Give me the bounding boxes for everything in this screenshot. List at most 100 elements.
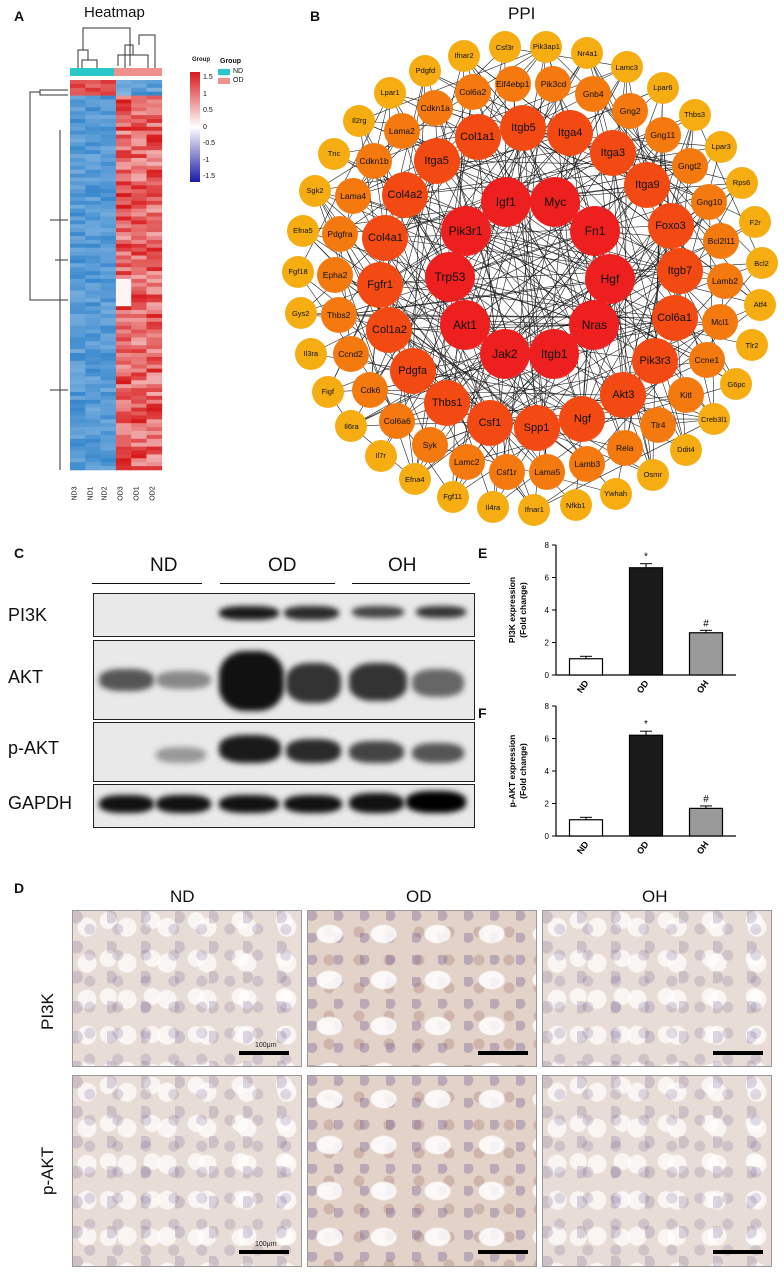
heatmap-cell [100,236,117,241]
heatmap-cell [131,122,147,128]
heatmap-cell [146,345,163,350]
heatmap-cell [100,181,117,186]
heatmap-cell [146,115,163,120]
heatmap-cell [85,380,101,385]
heatmap-cell [100,372,117,377]
ihc-col-nd: ND [170,887,195,906]
heatmap-cell [85,403,101,408]
legend-item-nd: ND [218,68,244,75]
heatmap-cell [115,200,132,206]
scale-bar [713,1051,763,1055]
heatmap-cell [70,341,86,346]
heatmap-cell [85,368,101,373]
heatmap-cell [131,204,147,209]
heatmap-cell [100,95,117,100]
heatmap-cell [70,290,86,295]
blot-row-akt [93,640,475,720]
heatmap-cell [115,111,132,116]
blot-band [412,743,464,763]
ppi-node: Lamb2 [706,263,743,300]
heatmap-cell [70,115,86,120]
column-dendrogram [77,27,156,70]
heatmap-cell [70,411,86,416]
heatmap-cell [100,458,117,463]
y-tick-label: 0 [545,832,550,841]
ppi-node: Il2rg [343,104,376,137]
ppi-node: Efna4 [398,463,431,496]
heatmap-cell [70,220,86,225]
blot-band [156,795,211,813]
panel-letter-a: A [14,8,25,24]
heatmap-cell [85,95,101,100]
ppi-node: Atf4 [744,288,777,321]
heatmap-cell [70,353,86,358]
heatmap-cell [100,111,117,116]
heatmap-cell [115,259,132,264]
heatmap-cell [100,317,117,323]
heatmap-cell [146,427,163,432]
heatmap-cell [115,83,132,89]
heatmap-cell [70,251,86,256]
ppi-node: Thbs1 [424,380,471,427]
heatmap-cell [146,150,163,155]
heatmap-cell [70,107,86,112]
heatmap-cell [100,197,117,202]
heatmap-cell [85,278,101,284]
heatmap-cell [100,216,117,221]
heatmap-cell [70,294,86,299]
ppi-network: Myc Fn1 Hgf Nras Itgb1 Jak2 Akt1 Trp53 Pik3r1 Igf… [280,28,780,528]
ppi-node: Eif4ebp1 [494,65,531,102]
heatmap-cell [70,193,86,198]
heatmap-cell [146,286,163,291]
heatmap-cell [131,415,147,420]
heatmap-cell [85,271,101,276]
scale-bar [478,1051,528,1055]
heatmap-cell [100,259,117,264]
heatmap-cell [70,247,86,252]
heatmap-cell [115,173,132,178]
heatmap-cell [70,438,86,443]
y-tick-label: 4 [545,606,550,615]
heatmap-cell [146,107,163,112]
heatmap-cell [131,325,147,330]
heatmap-cell [146,243,163,248]
ppi-node: Lpar6 [646,71,679,104]
heatmap-cell [70,204,86,209]
ppi-node: Lamc2 [448,444,485,481]
heatmap-cell [70,462,86,467]
heatmap-cell [85,364,101,369]
heatmap-cell [70,87,86,92]
heatmap-cell [131,282,147,287]
heatmap-cell [85,310,101,315]
heatmap-cell [85,185,101,190]
heatmap-cell [115,419,132,424]
heatmap-cell [146,99,163,104]
ppi-node: Ccnd2 [332,336,369,373]
ppi-edge [492,225,671,508]
heatmap-cell [70,243,86,248]
heatmap-cell [70,360,86,365]
heatmap-cell [131,275,147,280]
heatmap-cell [70,267,86,272]
heatmap-cell [131,337,147,342]
heatmap-cell [115,87,132,92]
heatmap-cell [85,255,101,260]
heatmap-cell [85,107,101,112]
heatmap-cell [115,150,132,155]
heatmap-cell [85,142,101,147]
heatmap-cell [115,239,132,245]
heatmap-cell [100,80,117,85]
heatmap-cell [115,317,132,323]
ppi-node: Osmr [636,458,669,491]
heatmap-cell [100,173,117,178]
heatmap-cell [146,247,163,252]
heatmap-cell [100,189,117,194]
heatmap-cell [146,337,163,342]
heatmap-cell [131,154,147,159]
heatmap-cell [100,384,117,389]
heatmap-cell [70,388,86,393]
blot-group-nd: ND [150,555,178,576]
heatmap-cell [115,314,132,319]
heatmap-cell [85,345,101,350]
heatmap-cell [131,411,147,416]
